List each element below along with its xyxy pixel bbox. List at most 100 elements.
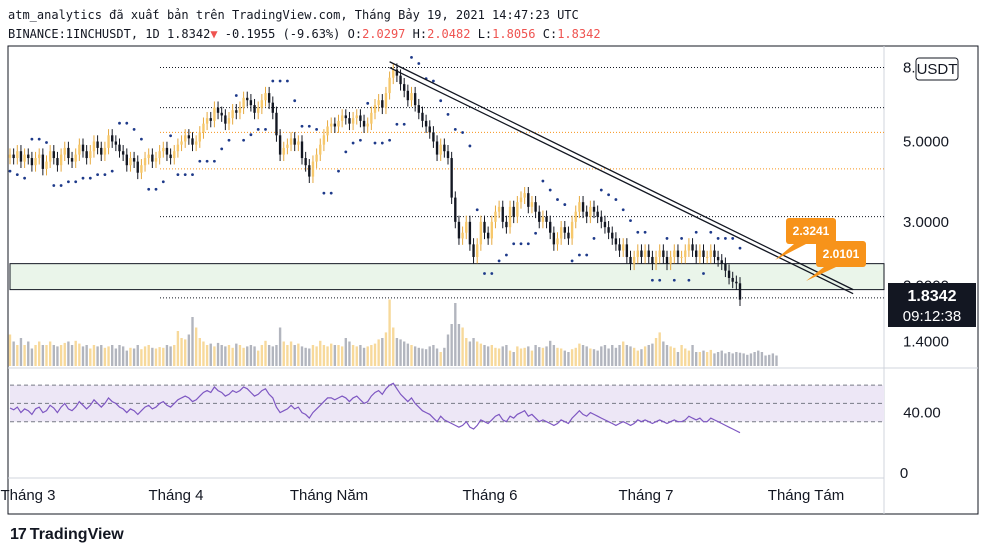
time-axis[interactable]: Tháng 3 Tháng 4 Tháng Năm Tháng 6 Tháng 7 Thá…	[0, 487, 844, 504]
candle-body	[267, 93, 271, 103]
volume-bar	[184, 339, 187, 366]
candle-body	[421, 112, 424, 121]
candle-body	[253, 105, 256, 113]
candle-body	[59, 154, 63, 166]
candle-body	[724, 263, 727, 271]
volume-bar	[512, 352, 515, 366]
volume-bar	[264, 340, 267, 366]
volume-bar	[435, 348, 439, 366]
volume-bar	[27, 341, 30, 366]
y-tick-label: 3.0000	[903, 214, 949, 231]
candle-body	[516, 202, 519, 217]
volume-bar	[304, 347, 307, 366]
sar-dot	[23, 176, 26, 180]
sar-dot	[337, 169, 340, 173]
sar-dot	[198, 159, 202, 163]
candle-body	[340, 115, 344, 121]
candle-body	[100, 147, 103, 155]
volume-bar	[392, 327, 395, 366]
candle-body	[147, 154, 150, 159]
volume-bar	[191, 317, 194, 366]
trendlines[interactable]	[389, 61, 854, 295]
candle-body	[406, 90, 410, 101]
candle-body	[140, 165, 143, 173]
sar-dot	[176, 173, 180, 177]
candle-body	[8, 154, 12, 158]
sar-dot	[118, 121, 121, 125]
volume-bar	[41, 345, 45, 366]
volume-bar	[523, 347, 526, 366]
candle-body	[443, 144, 446, 152]
volume-bar	[377, 339, 380, 366]
candle-body	[173, 151, 176, 159]
volume-bar	[85, 345, 88, 366]
sar-dot	[724, 237, 727, 240]
candle-body	[96, 141, 99, 148]
volume-bar	[735, 352, 738, 366]
volume-bar	[691, 345, 694, 366]
volume-bar	[103, 347, 107, 366]
volume-bar	[173, 345, 176, 366]
volume-bar	[680, 345, 683, 366]
volume-bar	[611, 345, 614, 366]
sar-dot	[636, 230, 640, 234]
candle-body	[450, 158, 453, 198]
sar-dot	[658, 278, 662, 282]
candle-body	[508, 206, 512, 228]
volume-bar	[472, 338, 475, 366]
sar-dot	[329, 191, 333, 195]
volume-bar	[121, 346, 125, 366]
candle-body	[578, 202, 581, 212]
candle-body	[468, 221, 472, 245]
sar-dot	[140, 137, 143, 141]
tradingview-brand[interactable]: 17 TradingView	[10, 526, 124, 544]
candle-body	[67, 147, 70, 159]
volume-bar	[224, 346, 227, 366]
volume-bar	[205, 345, 209, 366]
volume-bar	[549, 340, 552, 366]
rsi-pane	[9, 382, 884, 434]
sar-dot	[74, 180, 78, 184]
volume-bar	[476, 341, 479, 366]
candle-body	[238, 107, 242, 113]
trendline[interactable]	[389, 61, 854, 291]
candle-body	[249, 100, 253, 106]
volume-bar	[622, 341, 625, 366]
volume-bar	[534, 345, 537, 366]
x-tick-label: Tháng 4	[148, 487, 203, 504]
volume-bar	[461, 327, 464, 366]
volume-bar	[366, 346, 369, 366]
candle-body	[355, 115, 358, 119]
candle-body	[78, 144, 81, 155]
candle-body	[519, 197, 523, 203]
candle-body	[662, 250, 665, 257]
volume-bar	[59, 345, 63, 366]
sar-dot	[81, 176, 85, 180]
sar-dot	[578, 253, 581, 257]
volume-bar	[676, 352, 680, 366]
volume-bar	[238, 345, 242, 366]
currency-badge[interactable]	[915, 57, 959, 81]
volume-bar	[574, 347, 577, 366]
trendline[interactable]	[389, 66, 854, 295]
volume-bar	[724, 353, 727, 366]
candle-body	[89, 151, 92, 159]
volume-bar	[757, 350, 760, 366]
countdown-label: 09:12:38	[903, 308, 961, 325]
candle-body	[118, 144, 121, 152]
candle-body	[132, 158, 136, 162]
volume-bar	[775, 355, 778, 366]
last-price-box	[888, 283, 976, 327]
candle-body	[293, 138, 296, 145]
candle-body	[271, 102, 274, 113]
candle-body	[596, 211, 599, 217]
volume-bar	[443, 347, 446, 366]
volume-bar	[465, 338, 468, 366]
volume-bar	[30, 348, 34, 366]
annotation-box	[786, 218, 836, 244]
candle-body	[162, 147, 165, 152]
sar-dot	[242, 138, 246, 142]
volume-bar	[527, 346, 530, 366]
